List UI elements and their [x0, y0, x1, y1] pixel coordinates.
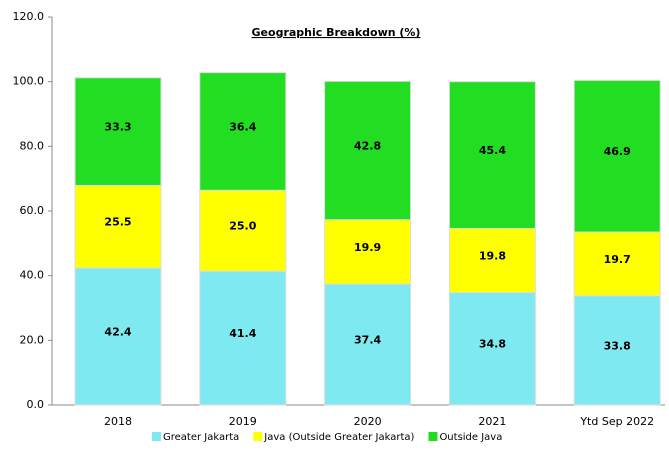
bar-segment [199, 72, 287, 191]
bar-segment [448, 291, 536, 406]
bar-segment [199, 189, 287, 272]
x-tick-label: Ytd Sep 2022 [579, 415, 654, 428]
x-tick-label: 2021 [478, 415, 506, 428]
legend-swatch [152, 432, 161, 441]
data-label: 19.8 [479, 249, 506, 262]
data-label: 46.9 [604, 145, 631, 158]
legend-swatch [253, 432, 263, 441]
legend-label: Java (Outside Greater Jakarta) [263, 432, 414, 443]
y-tick-label: 80.0 [20, 139, 45, 152]
bar-segment [324, 219, 412, 285]
y-tick-label: 120.0 [13, 10, 45, 23]
y-tick-label: 0.0 [27, 398, 45, 411]
bar-segment [74, 77, 162, 186]
y-tick-label: 40.0 [20, 269, 45, 282]
bar-segment [573, 295, 661, 406]
data-label: 41.4 [229, 327, 256, 340]
y-tick-label: 100.0 [13, 75, 45, 88]
legend-label: Outside Java [439, 432, 502, 443]
data-label: 36.4 [229, 120, 256, 133]
data-label: 42.4 [104, 325, 131, 338]
bar-segment [324, 80, 412, 221]
data-label: 19.9 [354, 241, 381, 254]
bar-segment [74, 184, 162, 269]
legend-label: Greater Jakarta [163, 432, 239, 443]
data-label: 25.0 [229, 220, 256, 233]
bar-segment [448, 81, 536, 229]
bar-segment [573, 231, 661, 297]
bar-segment [74, 267, 162, 406]
data-label: 45.4 [479, 144, 506, 157]
data-label: 34.8 [479, 338, 506, 351]
x-tick-label: 2019 [229, 415, 257, 428]
data-label: 33.3 [104, 121, 131, 134]
data-label: 37.4 [354, 334, 381, 347]
data-label: 33.8 [604, 339, 631, 352]
y-tick-label: 60.0 [20, 204, 45, 217]
data-label: 25.5 [104, 216, 131, 229]
bar-segment [573, 79, 661, 233]
legend-swatch [428, 432, 438, 441]
chart-title: Geographic Breakdown (%) [252, 26, 421, 39]
x-tick-label: 2018 [104, 415, 132, 428]
x-tick-label: 2020 [354, 415, 382, 428]
bar-segment [199, 270, 287, 406]
data-label: 42.8 [354, 140, 381, 153]
y-tick-label: 20.0 [20, 333, 45, 346]
data-label: 19.7 [604, 253, 631, 266]
